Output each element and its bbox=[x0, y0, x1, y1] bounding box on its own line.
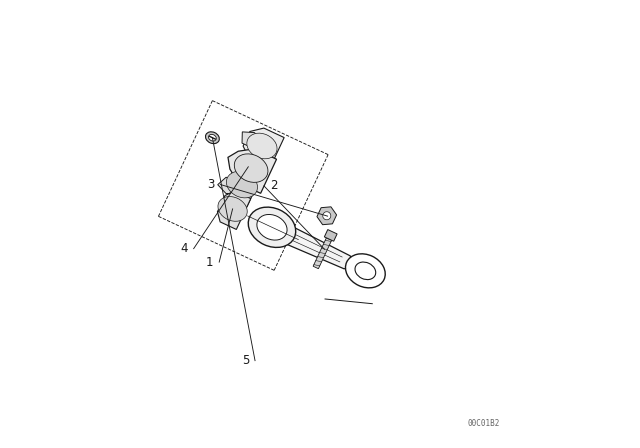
Polygon shape bbox=[313, 238, 332, 269]
Ellipse shape bbox=[209, 134, 216, 141]
Polygon shape bbox=[243, 128, 284, 168]
Text: 4: 4 bbox=[180, 242, 188, 255]
Ellipse shape bbox=[257, 215, 287, 240]
Text: 2: 2 bbox=[270, 179, 277, 193]
Text: 00C01B2: 00C01B2 bbox=[467, 419, 500, 428]
Text: 3: 3 bbox=[207, 178, 215, 191]
Ellipse shape bbox=[247, 133, 277, 159]
Polygon shape bbox=[268, 218, 355, 269]
Ellipse shape bbox=[205, 132, 220, 144]
Ellipse shape bbox=[323, 212, 331, 220]
Polygon shape bbox=[324, 229, 337, 241]
Polygon shape bbox=[242, 132, 266, 151]
Ellipse shape bbox=[234, 154, 268, 182]
Polygon shape bbox=[218, 191, 251, 229]
Ellipse shape bbox=[346, 254, 385, 288]
Text: 5: 5 bbox=[242, 354, 249, 367]
Ellipse shape bbox=[248, 207, 296, 247]
Polygon shape bbox=[225, 166, 262, 207]
Ellipse shape bbox=[227, 171, 257, 198]
Polygon shape bbox=[317, 207, 337, 225]
Ellipse shape bbox=[355, 262, 376, 280]
Polygon shape bbox=[228, 149, 276, 194]
Polygon shape bbox=[218, 177, 243, 194]
Ellipse shape bbox=[218, 197, 247, 221]
Text: 1: 1 bbox=[206, 255, 213, 269]
